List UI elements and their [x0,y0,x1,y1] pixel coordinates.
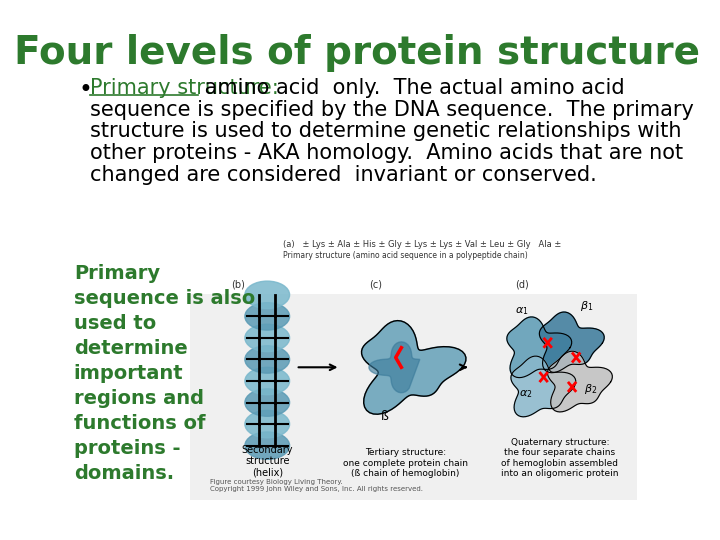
Text: (a)   ± Lys ± Ala ± His ± Gly ± Lys ± Lys ± Val ± Leu ± Gly   Ala ±: (a) ± Lys ± Ala ± His ± Gly ± Lys ± Lys … [284,240,562,249]
Text: changed are considered  invariant or conserved.: changed are considered invariant or cons… [90,165,597,185]
Text: Figure courtesy Biology Living Theory.
Copyright 1999 John Wiley and Sons, Inc. : Figure courtesy Biology Living Theory. C… [210,478,423,492]
Text: ß: ß [381,410,389,423]
Text: Quaternary structure:
the four separate chains
of hemoglobin assembled
into an o: Quaternary structure: the four separate … [501,438,618,478]
Ellipse shape [245,324,289,352]
Ellipse shape [245,410,289,438]
Polygon shape [539,312,604,373]
Text: Primary
sequence is also
used to
determine
important
regions and
functions of
pr: Primary sequence is also used to determi… [73,265,255,483]
Ellipse shape [245,367,289,395]
Text: structure is used to determine genetic relationships with: structure is used to determine genetic r… [90,122,682,141]
Text: Secondary
structure
(helix): Secondary structure (helix) [241,445,293,478]
Text: Primary structure (amino acid sequence in a polypeptide chain): Primary structure (amino acid sequence i… [284,251,528,260]
Polygon shape [369,342,420,393]
Text: (b): (b) [230,279,245,289]
Text: $\beta_1$: $\beta_1$ [580,299,593,313]
Polygon shape [361,321,466,414]
Polygon shape [547,351,612,412]
Ellipse shape [245,346,289,373]
Text: other proteins - AKA homology.  Amino acids that are not: other proteins - AKA homology. Amino aci… [90,143,683,163]
Text: (c): (c) [369,279,382,289]
Text: sequence is specified by the DNA sequence.  The primary: sequence is specified by the DNA sequenc… [90,100,694,120]
Text: Tertiary structure:
one complete protein chain
(ß chain of hemoglobin): Tertiary structure: one complete protein… [343,448,468,478]
Text: (d): (d) [516,279,529,289]
Text: $\alpha_1$: $\alpha_1$ [516,306,528,317]
Polygon shape [511,356,576,417]
Ellipse shape [245,281,289,308]
Text: Primary structure:: Primary structure: [90,78,279,98]
Ellipse shape [245,432,289,460]
Ellipse shape [245,389,289,416]
Text: •: • [78,78,92,103]
Polygon shape [507,317,572,377]
Text: amino acid  only.  The actual amino acid: amino acid only. The actual amino acid [198,78,625,98]
Text: Four levels of protein structure: Four levels of protein structure [14,34,700,72]
Ellipse shape [245,302,289,330]
FancyBboxPatch shape [190,294,637,500]
Text: $\alpha_2$: $\alpha_2$ [519,389,533,401]
Text: $\beta_2$: $\beta_2$ [585,382,598,396]
